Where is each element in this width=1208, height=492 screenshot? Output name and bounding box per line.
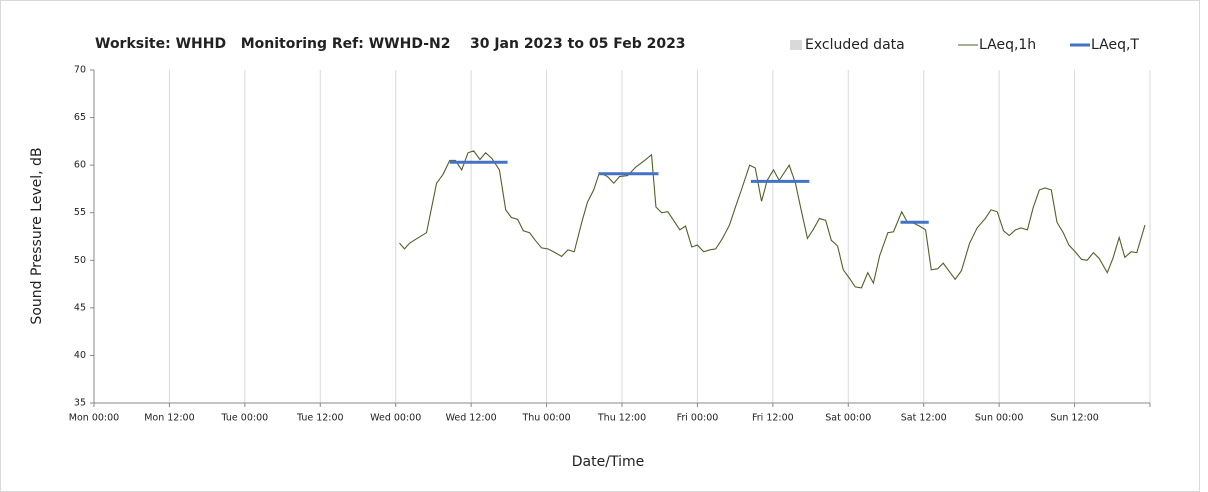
x-tick-label: Thu 12:00 (597, 413, 646, 424)
x-tick-label: Tue 12:00 (296, 413, 344, 424)
x-tick-label: Sat 12:00 (901, 413, 947, 424)
legend-swatch (790, 40, 802, 50)
y-tick-label: 60 (74, 160, 86, 171)
x-tick-label: Wed 00:00 (370, 413, 421, 424)
y-axis-label: Sound Pressure Level, dB (29, 147, 45, 324)
x-tick-label: Sun 00:00 (975, 413, 1023, 424)
legend-label: LAeq,T (1091, 37, 1139, 53)
x-tick-label: Thu 00:00 (521, 413, 570, 424)
y-tick-label: 45 (74, 302, 86, 313)
legend-label: LAeq,1h (979, 37, 1036, 53)
x-tick-label: Sat 00:00 (825, 413, 871, 424)
x-tick-label: Tue 00:00 (221, 413, 269, 424)
data-line (399, 150, 1146, 289)
x-tick-label: Mon 12:00 (144, 413, 194, 424)
x-tick-label: Fri 12:00 (752, 413, 794, 424)
legend-label: Excluded data (805, 37, 905, 53)
y-tick-label: 40 (74, 350, 86, 361)
chart-title: Worksite: WHHD Monitoring Ref: WWHD-N2 3… (95, 36, 686, 52)
y-tick-label: 70 (74, 65, 86, 76)
x-tick-label: Sun 12:00 (1050, 413, 1098, 424)
x-tick-label: Wed 12:00 (446, 413, 497, 424)
x-tick-label: Mon 00:00 (69, 413, 119, 424)
y-tick-label: 55 (74, 207, 86, 218)
x-tick-label: Fri 00:00 (677, 413, 719, 424)
y-tick-label: 35 (74, 398, 86, 409)
x-axis-label: Date/Time (572, 454, 644, 470)
y-tick-label: 65 (74, 112, 86, 123)
y-tick-label: 50 (74, 255, 86, 266)
